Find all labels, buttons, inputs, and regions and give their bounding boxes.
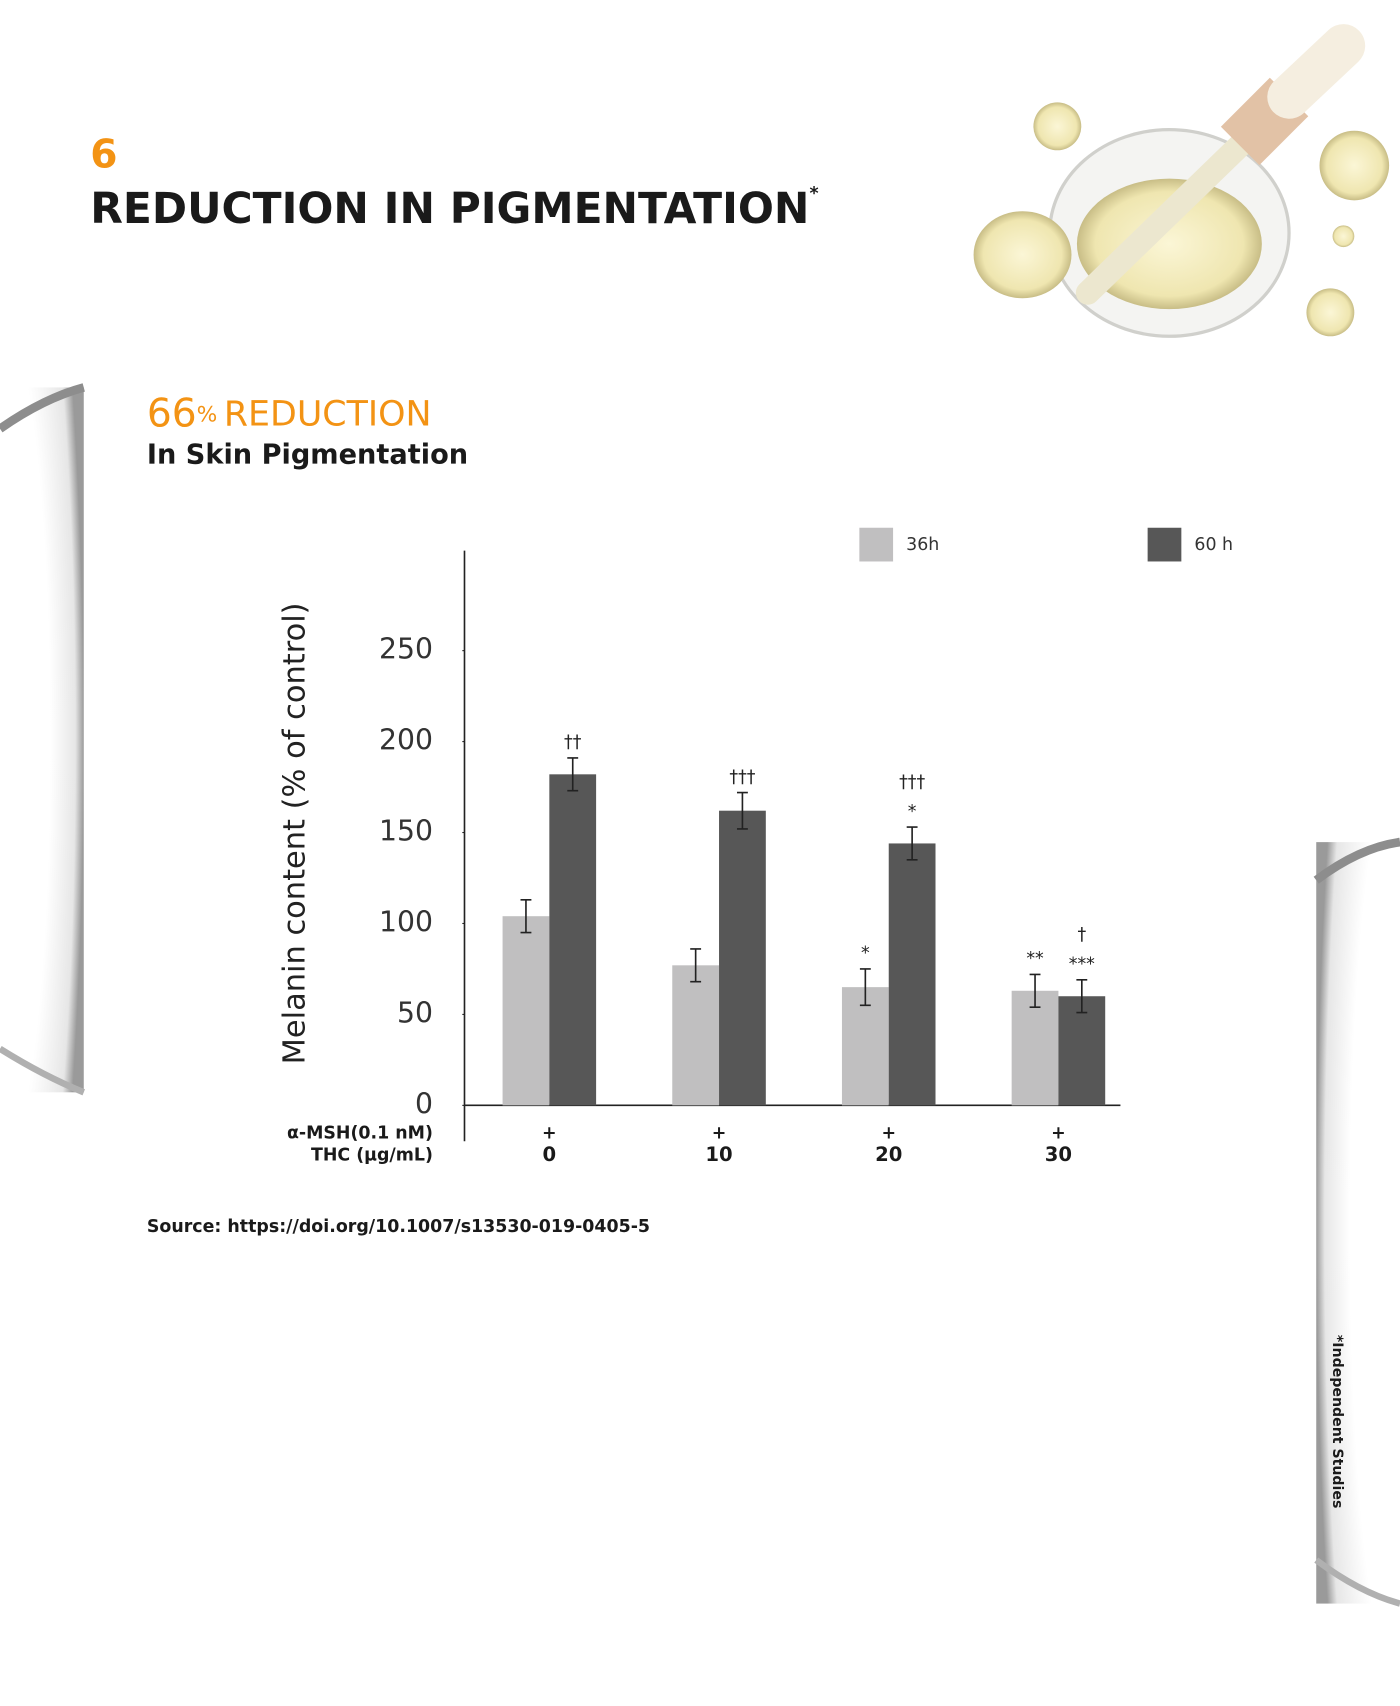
- y-tick-label: 150: [379, 815, 433, 848]
- bar: [549, 774, 597, 1106]
- error-bar: [1076, 979, 1088, 1014]
- legend-swatch: [859, 527, 894, 562]
- x-tick-label: 30: [1045, 1143, 1072, 1166]
- bar: [888, 843, 936, 1106]
- stat-value: 66: [147, 391, 197, 436]
- chart: Melanin content (% of control) α-MSH(0.1…: [277, 527, 1233, 1166]
- msh-label: +: [1051, 1124, 1066, 1144]
- source: Source: https://doi.org/10.1007/s13530-0…: [147, 1217, 650, 1237]
- error-bar: [567, 757, 579, 792]
- stat-label: REDUCTION: [224, 395, 432, 435]
- legend-label: 60 h: [1194, 535, 1233, 555]
- y-axis-label: Melanin content (% of control): [277, 602, 312, 1064]
- y-tick-label: 200: [379, 724, 433, 757]
- stat-headline: 66% REDUCTION: [147, 391, 432, 436]
- significance-mark: †††: [899, 772, 925, 792]
- msh-label: +: [881, 1124, 896, 1144]
- right-plate: [1313, 837, 1400, 1607]
- section-number: 6: [90, 132, 117, 177]
- left-plate: [0, 383, 85, 1096]
- y-tick-label: 100: [379, 905, 433, 938]
- y-tick-label: 0: [415, 1087, 433, 1120]
- bar: [502, 916, 550, 1106]
- bar: [1058, 996, 1106, 1106]
- error-bar: [690, 948, 702, 983]
- significance-mark: †: [1077, 925, 1086, 945]
- bar: [1011, 990, 1059, 1106]
- significance-mark: *: [908, 802, 917, 822]
- bar: [719, 810, 766, 1106]
- significance-mark: †††: [729, 767, 755, 787]
- side-note: *Independent Studies: [1329, 1335, 1345, 1508]
- msh-label: +: [712, 1124, 727, 1144]
- error-bar: [859, 968, 871, 1007]
- stat-unit: %: [197, 403, 218, 428]
- title-mark: *: [809, 184, 818, 204]
- legend-label: 36h: [906, 535, 939, 555]
- title-text: REDUCTION IN PIGMENTATION: [90, 185, 809, 234]
- bar: [672, 965, 720, 1106]
- error-bar: [520, 899, 532, 934]
- x-tick-label: 20: [875, 1143, 902, 1166]
- error-bar: [736, 791, 748, 830]
- bar: [841, 987, 889, 1106]
- x-tick-label: 10: [705, 1143, 732, 1166]
- significance-mark: *: [861, 944, 870, 964]
- x-tick-label: 0: [543, 1143, 557, 1166]
- row-label: α-MSH(0.1 nM): [287, 1124, 433, 1144]
- page-title: REDUCTION IN PIGMENTATION*: [90, 184, 818, 234]
- significance-mark: ***: [1069, 955, 1095, 975]
- y-tick-label: 250: [379, 633, 433, 666]
- row-label: THC (µg/mL): [311, 1145, 433, 1165]
- subtitle: In Skin Pigmentation: [147, 439, 468, 470]
- error-bar: [906, 826, 918, 861]
- serum-illustration: [973, 24, 1390, 338]
- legend-swatch: [1147, 527, 1182, 562]
- error-bar: [1029, 973, 1041, 1008]
- significance-mark: **: [1026, 949, 1044, 969]
- significance-mark: ††: [564, 733, 582, 753]
- y-tick-label: 50: [397, 996, 433, 1029]
- msh-label: +: [542, 1124, 557, 1144]
